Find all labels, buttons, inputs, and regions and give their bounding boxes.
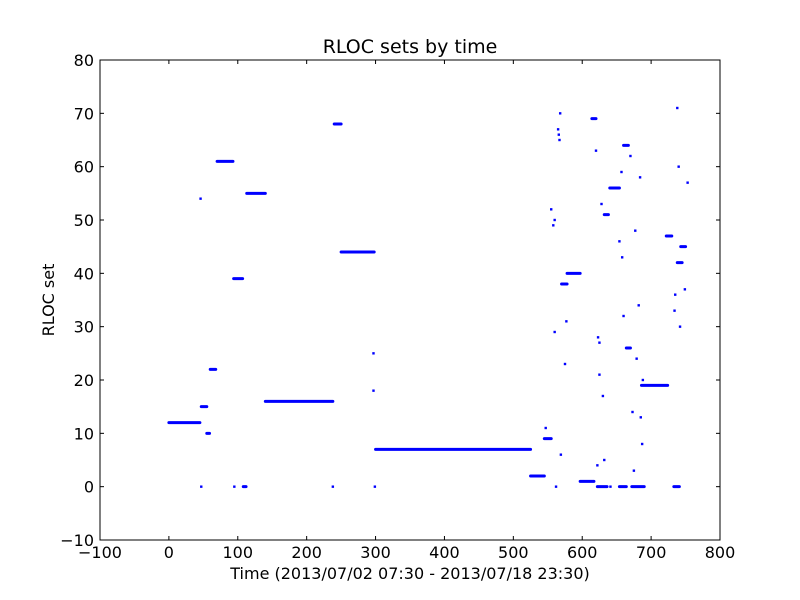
y-tick-label: −10 xyxy=(60,531,94,550)
x-tick-label: 600 xyxy=(567,543,598,562)
data-marks xyxy=(167,106,689,489)
data-point xyxy=(199,197,202,200)
y-tick-label: 80 xyxy=(74,51,94,70)
data-point xyxy=(618,240,621,243)
data-point xyxy=(372,389,375,392)
data-point xyxy=(637,304,640,307)
chart-title: RLOC sets by time xyxy=(323,36,498,58)
y-tick-label: 10 xyxy=(74,424,94,443)
data-point xyxy=(550,208,553,211)
data-point xyxy=(601,394,605,398)
data-point xyxy=(600,202,603,206)
data-point xyxy=(677,165,680,168)
data-point xyxy=(373,485,377,488)
data-point xyxy=(683,288,687,291)
data-point xyxy=(563,362,567,366)
plot-frame xyxy=(99,59,721,541)
data-point xyxy=(596,464,599,467)
data-point xyxy=(558,138,561,142)
data-point xyxy=(641,378,645,382)
data-point xyxy=(603,458,606,462)
data-point xyxy=(594,149,598,152)
y-tick-label: 20 xyxy=(74,371,94,390)
x-tick-label: −100 xyxy=(78,543,122,562)
data-point xyxy=(632,469,636,472)
y-tick-label: 0 xyxy=(84,478,94,497)
data-point xyxy=(559,453,563,456)
data-point xyxy=(639,416,642,419)
x-axis-label: Time (2013/07/02 07:30 - 2013/07/18 23:3… xyxy=(229,564,590,583)
data-point xyxy=(553,218,556,222)
data-point xyxy=(631,410,634,414)
data-point xyxy=(622,314,625,318)
data-point xyxy=(200,485,203,488)
x-tick-label: 200 xyxy=(291,543,322,562)
x-tick-label: 100 xyxy=(223,543,254,562)
data-point xyxy=(620,256,624,259)
data-point xyxy=(620,170,623,174)
y-tick-label: 40 xyxy=(74,264,94,283)
data-point xyxy=(638,176,642,179)
data-point xyxy=(640,442,644,446)
x-tick-label: 300 xyxy=(360,543,391,562)
data-point xyxy=(556,128,560,131)
data-point xyxy=(676,106,679,110)
data-point xyxy=(678,325,682,328)
y-tick-label: 70 xyxy=(74,104,94,123)
y-tick-label: 50 xyxy=(74,211,94,230)
data-point xyxy=(553,330,556,334)
data-point xyxy=(372,352,375,355)
x-tick-label: 0 xyxy=(164,543,174,562)
data-point xyxy=(596,336,600,339)
data-point xyxy=(674,293,677,296)
data-point xyxy=(565,320,568,323)
data-point xyxy=(557,133,560,136)
data-point xyxy=(554,485,558,488)
x-tick-label: 700 xyxy=(636,543,667,562)
x-tick-label: 500 xyxy=(498,543,529,562)
data-point xyxy=(598,341,601,344)
y-tick-label: 60 xyxy=(74,158,94,177)
data-point xyxy=(598,373,601,376)
data-point xyxy=(233,485,236,488)
data-point xyxy=(686,181,689,184)
data-point xyxy=(552,224,555,227)
x-tick-label: 800 xyxy=(705,543,736,562)
x-axis-ticks: −100 0 100 200 300 400 500 600 700 800 xyxy=(78,60,735,562)
y-axis-ticks: −10 0 10 20 30 40 50 60 70 80 xyxy=(60,51,720,550)
data-point xyxy=(673,309,676,312)
data-point xyxy=(609,485,612,488)
data-point xyxy=(635,357,638,360)
data-point xyxy=(634,229,637,232)
data-point xyxy=(629,154,632,158)
data-point xyxy=(544,426,547,430)
y-axis-label: RLOC set xyxy=(39,264,58,337)
y-tick-label: 30 xyxy=(74,318,94,337)
data-point xyxy=(331,485,335,488)
data-point xyxy=(558,112,562,115)
x-tick-label: 400 xyxy=(429,543,460,562)
